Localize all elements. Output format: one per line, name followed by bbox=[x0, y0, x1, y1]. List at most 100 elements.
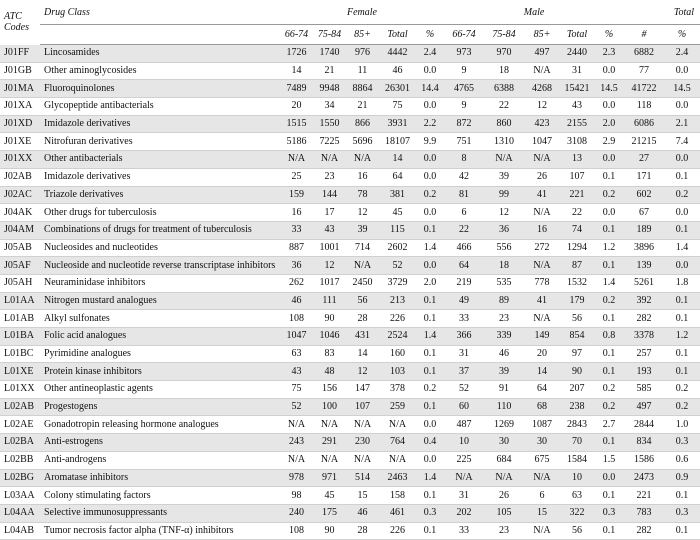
cell: 0.1 bbox=[416, 362, 445, 382]
cell: 684 bbox=[484, 451, 525, 470]
cell: 14.5 bbox=[664, 79, 700, 99]
cell: 81 bbox=[444, 186, 485, 205]
table-row: J01GB Other aminoglycosides 14 21 11 46 0.0 9 18… bbox=[0, 62, 700, 81]
cell: 18 bbox=[484, 62, 525, 81]
cell: 1.4 bbox=[594, 274, 625, 293]
cell: 0.1 bbox=[594, 309, 625, 328]
drug-class: Other drugs for tuberculosis bbox=[40, 203, 280, 222]
cell: 0.0 bbox=[416, 415, 445, 435]
cell: 21 bbox=[313, 62, 346, 81]
drug-class: Glycopeptide antibacterials bbox=[40, 97, 280, 116]
cell: 22 bbox=[444, 221, 485, 240]
cell: 0.0 bbox=[416, 451, 445, 470]
table-row: J01XE Nitrofuran derivatives 5186 7225 5696 1… bbox=[0, 132, 700, 152]
cell: 783 bbox=[624, 504, 665, 523]
drug-class: Anti-androgens bbox=[40, 451, 280, 470]
table-row: L01AB Alkyl sulfonates 108 90 28 226 0.1 33 23 N/… bbox=[0, 309, 700, 328]
cell: 282 bbox=[624, 522, 665, 540]
cell: 10 bbox=[560, 469, 595, 488]
drug-class: Tumor necrosis factor alpha (TNF-α) inhi… bbox=[40, 522, 280, 540]
cell: 52 bbox=[444, 380, 485, 399]
cell: 0.1 bbox=[594, 345, 625, 364]
cell: 0.6 bbox=[664, 451, 700, 470]
cell: 675 bbox=[524, 451, 561, 470]
cell: N/A bbox=[280, 451, 313, 470]
cell: N/A bbox=[524, 522, 561, 540]
cell: 0.1 bbox=[664, 309, 700, 328]
cell: 12 bbox=[524, 97, 561, 116]
cell: 751 bbox=[444, 132, 485, 152]
cell: 0.8 bbox=[594, 327, 625, 346]
cell: 14 bbox=[524, 362, 561, 382]
cell: 18 bbox=[484, 256, 525, 275]
drug-class: Other aminoglycosides bbox=[40, 62, 280, 81]
page: ATC Codes Drug Class Female Male Total 66… bbox=[0, 6, 700, 540]
cell: 100 bbox=[313, 398, 346, 417]
cell: 764 bbox=[379, 433, 416, 452]
cell: 26301 bbox=[379, 79, 416, 99]
cell: 970 bbox=[484, 44, 525, 63]
cell: 33 bbox=[280, 221, 313, 240]
atc-code: J04AM bbox=[0, 221, 40, 240]
cell: 866 bbox=[346, 115, 379, 134]
cell: 0.0 bbox=[416, 62, 445, 81]
cell: 272 bbox=[524, 239, 561, 258]
drug-class: Progestogens bbox=[40, 398, 280, 417]
cell: 0.1 bbox=[594, 522, 625, 540]
cell: 14 bbox=[280, 62, 313, 81]
cell: 1726 bbox=[280, 44, 313, 63]
cell: 31 bbox=[560, 62, 595, 81]
atc-line: ATC bbox=[4, 11, 22, 23]
cell: 0.0 bbox=[664, 97, 700, 116]
table-row: L01AA Nitrogen mustard analogues 46 111 56 21… bbox=[0, 292, 700, 311]
cell: 3896 bbox=[624, 239, 665, 258]
cell: 0.2 bbox=[416, 380, 445, 399]
cell: 0.1 bbox=[416, 398, 445, 417]
table-row: L03AA Colony stimulating factors 98 45 15 158… bbox=[0, 486, 700, 505]
cell: 2.0 bbox=[416, 274, 445, 293]
cell: 259 bbox=[379, 398, 416, 417]
cell: 0.0 bbox=[416, 168, 445, 187]
cell: 0.2 bbox=[594, 398, 625, 417]
table-row: J05AH Neuraminidase inhibitors 262 1017 2450… bbox=[0, 274, 700, 293]
class-header: Drug Class bbox=[44, 6, 90, 18]
cell: N/A bbox=[524, 62, 561, 81]
atc-code: J05AB bbox=[0, 239, 40, 258]
cell: 97 bbox=[560, 345, 595, 364]
cell: 22 bbox=[560, 203, 595, 222]
cell: 1294 bbox=[560, 239, 595, 258]
cell: 37 bbox=[444, 362, 485, 382]
table-body: J01FF Lincosamides 1726 1740 976 4442 2.4 973 97… bbox=[0, 44, 700, 540]
cell: 0.2 bbox=[664, 398, 700, 417]
cell: 0.0 bbox=[416, 203, 445, 222]
drug-class: Imidazole derivatives bbox=[40, 115, 280, 134]
cell: 193 bbox=[624, 362, 665, 382]
group-header: Female bbox=[347, 6, 377, 18]
table-row: L02BG Aromatase inhibitors 978 971 514 2463 1.… bbox=[0, 469, 700, 488]
cell: 64 bbox=[379, 168, 416, 187]
cell: 30 bbox=[524, 433, 561, 452]
atc-code: L02BG bbox=[0, 469, 40, 488]
cell: 3378 bbox=[624, 327, 665, 346]
cell: 83 bbox=[313, 345, 346, 364]
cell: 7225 bbox=[313, 132, 346, 152]
cell: 2155 bbox=[560, 115, 595, 134]
subheader: 66-74 bbox=[444, 24, 485, 45]
drug-class: Nitrogen mustard analogues bbox=[40, 292, 280, 311]
cell: N/A bbox=[379, 415, 416, 435]
cell: 99 bbox=[484, 186, 525, 205]
cell: N/A bbox=[313, 451, 346, 470]
cell: 225 bbox=[444, 451, 485, 470]
group-header: Total bbox=[673, 6, 695, 18]
drug-class: Nucleosides and nucleotides bbox=[40, 239, 280, 258]
cell: 3108 bbox=[560, 132, 595, 152]
cell: 16 bbox=[524, 221, 561, 240]
cell: 15 bbox=[524, 504, 561, 523]
cell: 156 bbox=[313, 380, 346, 399]
atc-code: J05AH bbox=[0, 274, 40, 293]
cell: 1047 bbox=[280, 327, 313, 346]
cell: 89 bbox=[484, 292, 525, 311]
table-row: J05AB Nucleosides and nucleotides 887 1001 7… bbox=[0, 239, 700, 258]
cell: 0.1 bbox=[416, 522, 445, 540]
cell: 52 bbox=[280, 398, 313, 417]
